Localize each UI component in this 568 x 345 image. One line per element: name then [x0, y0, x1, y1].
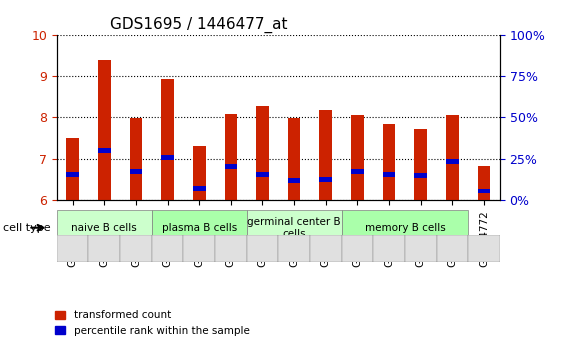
Bar	[415, 129, 427, 200]
Bar	[66, 172, 79, 177]
Bar	[193, 186, 206, 191]
FancyBboxPatch shape	[215, 235, 247, 262]
Bar	[288, 178, 300, 183]
Text: GDS1695 / 1446477_at: GDS1695 / 1446477_at	[110, 17, 287, 33]
Bar	[224, 114, 237, 200]
Bar	[130, 118, 142, 200]
Text: plasma B cells: plasma B cells	[161, 223, 237, 233]
FancyBboxPatch shape	[183, 235, 215, 262]
FancyBboxPatch shape	[437, 235, 468, 262]
Bar	[446, 115, 459, 200]
Text: cell type: cell type	[3, 223, 51, 233]
FancyBboxPatch shape	[341, 210, 468, 245]
Text: memory B cells: memory B cells	[365, 223, 445, 233]
Bar	[319, 177, 332, 182]
Bar	[193, 146, 206, 200]
FancyBboxPatch shape	[152, 210, 247, 245]
FancyBboxPatch shape	[278, 235, 310, 262]
Bar	[319, 110, 332, 200]
FancyBboxPatch shape	[120, 235, 152, 262]
Bar	[256, 172, 269, 177]
Bar	[256, 106, 269, 200]
Text: naive B cells: naive B cells	[72, 223, 137, 233]
Bar	[161, 155, 174, 160]
Bar	[288, 118, 300, 200]
Bar	[415, 173, 427, 178]
Bar	[66, 138, 79, 200]
Text: germinal center B
cells: germinal center B cells	[247, 217, 341, 238]
Bar	[98, 60, 111, 200]
Bar	[130, 169, 142, 175]
FancyBboxPatch shape	[373, 235, 405, 262]
Bar	[161, 79, 174, 200]
FancyBboxPatch shape	[89, 235, 120, 262]
FancyBboxPatch shape	[468, 235, 500, 262]
Bar	[383, 172, 395, 177]
FancyBboxPatch shape	[247, 210, 341, 245]
FancyBboxPatch shape	[247, 235, 278, 262]
FancyBboxPatch shape	[57, 210, 152, 245]
Bar	[383, 124, 395, 200]
Legend: transformed count, percentile rank within the sample: transformed count, percentile rank withi…	[51, 306, 253, 340]
Bar	[98, 148, 111, 153]
FancyBboxPatch shape	[341, 235, 373, 262]
Bar	[478, 166, 490, 200]
Bar	[351, 169, 364, 174]
Bar	[478, 188, 490, 194]
Bar	[224, 165, 237, 169]
FancyBboxPatch shape	[405, 235, 437, 262]
FancyBboxPatch shape	[152, 235, 183, 262]
FancyBboxPatch shape	[57, 235, 89, 262]
Bar	[351, 115, 364, 200]
FancyBboxPatch shape	[310, 235, 341, 262]
Bar	[446, 159, 459, 164]
